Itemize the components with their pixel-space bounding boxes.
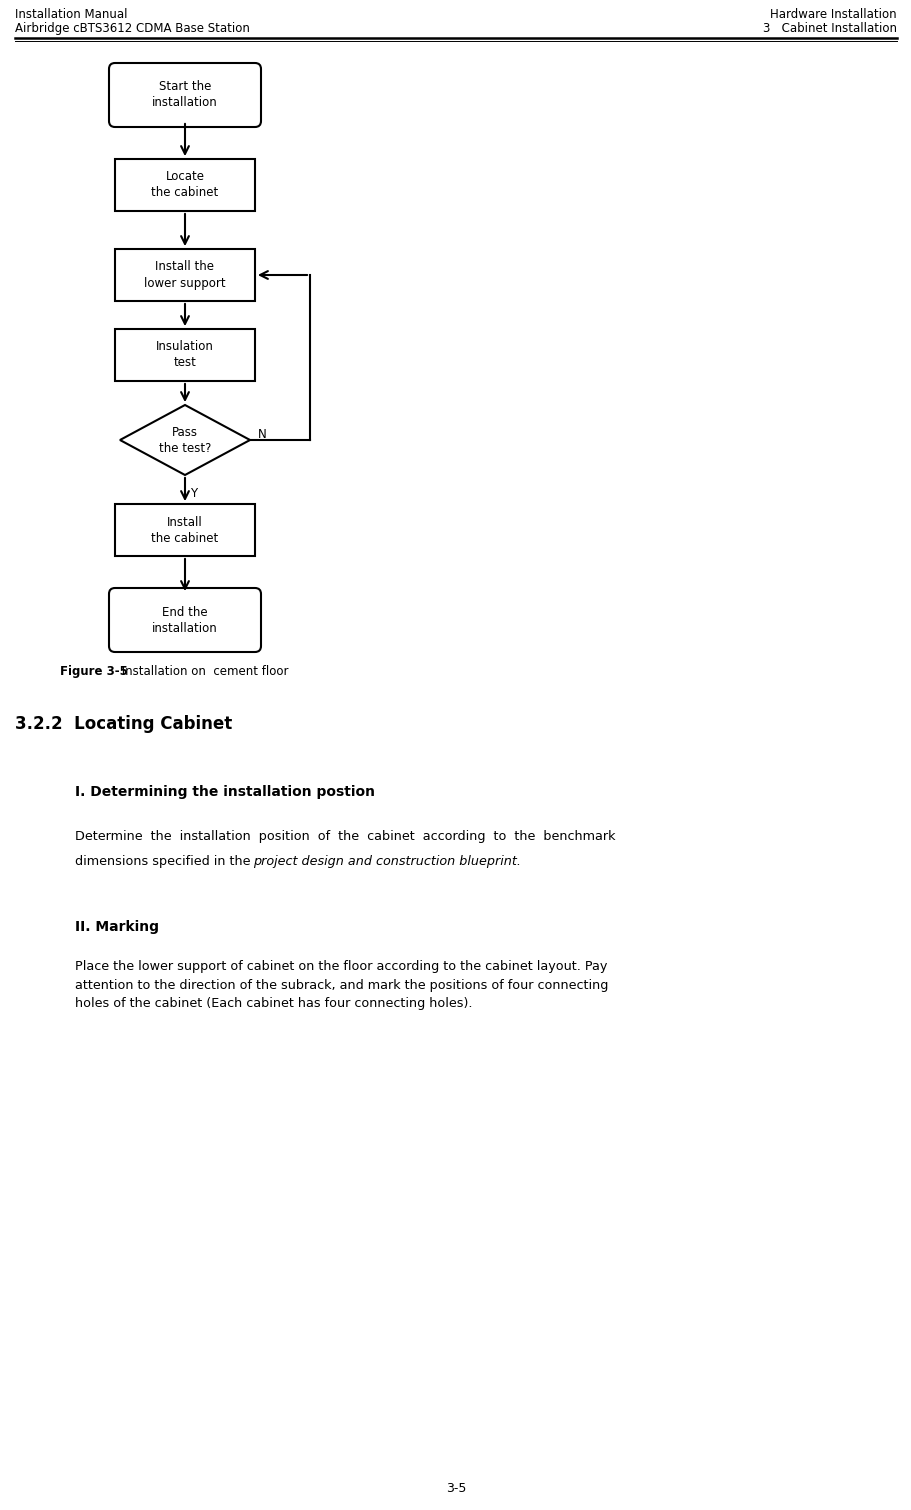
Bar [115,249,255,300]
Polygon shape [120,405,250,476]
Text: Y: Y [189,488,197,500]
Text: Determine  the  installation  position  of  the  cabinet  according  to  the  be: Determine the installation position of t… [75,831,615,843]
Text: 3.2.2  Locating Cabinet: 3.2.2 Locating Cabinet [15,716,232,732]
Bar [115,329,255,381]
Text: Locate
the cabinet: Locate the cabinet [151,171,219,199]
Text: Airbridge cBTS3612 CDMA Base Station: Airbridge cBTS3612 CDMA Base Station [15,23,250,35]
FancyBboxPatch shape [109,587,261,652]
Text: 3-5: 3-5 [445,1481,466,1495]
Text: Figure 3-5: Figure 3-5 [60,664,128,678]
Bar [115,159,255,211]
Text: Install the
lower support: Install the lower support [144,261,226,290]
Text: dimensions specified in the: dimensions specified in the [75,855,254,868]
Text: 3   Cabinet Installation: 3 Cabinet Installation [763,23,896,35]
Text: Start the
installation: Start the installation [152,80,218,110]
Text: Place the lower support of cabinet on the floor according to the cabinet layout.: Place the lower support of cabinet on th… [75,960,608,1010]
Text: II. Marking: II. Marking [75,920,159,935]
Text: I. Determining the installation postion: I. Determining the installation postion [75,785,374,799]
Text: N: N [258,427,266,441]
Text: Insulation
test: Insulation test [156,340,214,370]
Text: Install
the cabinet: Install the cabinet [151,515,219,545]
Text: Installation on  cement floor: Installation on cement floor [118,664,288,678]
Text: Hardware Installation: Hardware Installation [770,8,896,21]
FancyBboxPatch shape [109,63,261,127]
Text: project design and construction blueprint.: project design and construction blueprin… [252,855,520,868]
Bar [115,504,255,556]
Text: Installation Manual: Installation Manual [15,8,128,21]
Text: End the
installation: End the installation [152,606,218,634]
Text: Pass
the test?: Pass the test? [159,426,211,455]
